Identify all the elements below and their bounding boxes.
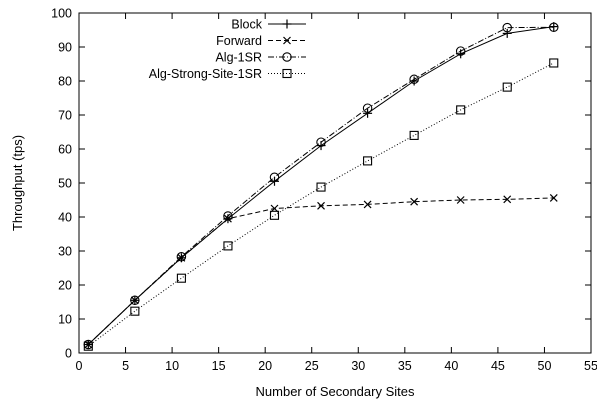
x-tick-label: 15 xyxy=(212,359,226,373)
data-point-alg-1sr xyxy=(223,211,233,221)
data-point-forward xyxy=(549,194,558,202)
axis-ticks: 0 5 10 15 20 25 30 35 40 45 50 55 0 10 20 30 40 50 60 70 80 9… xyxy=(51,7,597,374)
data-point-forward xyxy=(317,201,325,210)
data-point-alg-1sr xyxy=(455,46,466,56)
series-line-forward xyxy=(87,197,554,345)
data-point-alg-strong-site-1sr xyxy=(83,341,93,351)
y-tick-label: 10 xyxy=(58,313,72,327)
y-tick-label: 80 xyxy=(58,75,72,89)
x-tick-label: 5 xyxy=(122,359,129,373)
y-tick-label: 100 xyxy=(51,7,72,21)
data-point-forward xyxy=(410,197,419,206)
x-tick-label: 35 xyxy=(398,359,412,373)
series-forward xyxy=(84,194,558,349)
data-point-alg-strong-site-1sr xyxy=(502,82,512,92)
data-point-forward xyxy=(456,196,465,204)
x-tick-label: 25 xyxy=(305,359,319,373)
legend-item-alg-strong-site-1sr: Alg-Strong-Site-1SR xyxy=(149,67,306,81)
data-point-block xyxy=(363,108,373,118)
legend-marker xyxy=(282,68,292,79)
series-line-alg-strong-site-1sr xyxy=(88,62,554,347)
data-point-alg-strong-site-1sr xyxy=(363,156,373,166)
data-point-alg-1sr xyxy=(316,137,326,147)
data-point-forward xyxy=(503,195,512,204)
legend-item-forward: Forward xyxy=(216,34,306,48)
data-point-block xyxy=(502,28,512,38)
legend: Block Forward Alg-1SR Alg-Strong-Site-1SR xyxy=(149,18,306,81)
data-point-alg-strong-site-1sr xyxy=(269,210,280,220)
legend-item-block: Block xyxy=(231,18,306,32)
series-alg-strong-site-1sr xyxy=(83,58,559,351)
y-tick-label: 20 xyxy=(58,279,72,293)
data-point-alg-1sr xyxy=(362,103,373,113)
y-tick-label: 30 xyxy=(58,245,72,259)
data-point-block xyxy=(409,76,419,86)
data-point-alg-strong-site-1sr xyxy=(456,105,466,115)
y-tick-label: 70 xyxy=(58,109,72,123)
legend-marker xyxy=(282,19,292,29)
y-tick-label: 90 xyxy=(58,41,72,55)
legend-label: Alg-Strong-Site-1SR xyxy=(149,67,262,81)
data-point-forward xyxy=(224,214,232,223)
legend-label: Forward xyxy=(216,34,262,48)
data-point-alg-strong-site-1sr xyxy=(223,241,233,251)
data-point-alg-1sr xyxy=(549,22,559,33)
data-point-alg-strong-site-1sr xyxy=(130,306,140,316)
data-point-alg-1sr xyxy=(269,172,280,182)
x-tick-label: 45 xyxy=(491,359,505,373)
x-axis-title: Number of Secondary Sites xyxy=(256,384,415,399)
data-point-alg-1sr xyxy=(176,252,187,262)
x-tick-label: 30 xyxy=(351,359,365,373)
data-point-alg-strong-site-1sr xyxy=(316,182,326,192)
data-point-forward xyxy=(363,200,372,209)
y-tick-label: 50 xyxy=(58,177,72,191)
legend-marker xyxy=(283,36,291,45)
series-line-alg-1sr xyxy=(87,26,554,345)
x-tick-label: 50 xyxy=(538,359,552,373)
y-tick-label: 0 xyxy=(65,347,72,361)
y-tick-label: 40 xyxy=(58,211,72,225)
x-tick-label: 40 xyxy=(444,359,458,373)
x-tick-label: 20 xyxy=(258,359,272,373)
x-tick-label: 0 xyxy=(76,359,83,373)
x-tick-label: 55 xyxy=(584,359,597,373)
legend-marker xyxy=(282,52,292,62)
data-point-alg-1sr xyxy=(130,295,140,306)
data-point-alg-1sr xyxy=(409,74,419,85)
series-alg-1sr xyxy=(83,22,559,350)
data-point-alg-strong-site-1sr xyxy=(176,273,186,283)
x-tick-label: 10 xyxy=(165,359,179,373)
y-tick-label: 60 xyxy=(58,143,72,157)
legend-label: Block xyxy=(231,18,262,32)
data-point-alg-strong-site-1sr xyxy=(549,58,559,68)
data-point-alg-1sr xyxy=(502,22,512,33)
legend-item-alg-1sr: Alg-1SR xyxy=(215,51,306,65)
legend-label: Alg-1SR xyxy=(215,51,262,65)
series-layer xyxy=(83,22,559,351)
data-point-alg-strong-site-1sr xyxy=(409,130,419,140)
plot-frame xyxy=(78,12,592,354)
y-axis-title: Throughput (tps) xyxy=(10,135,25,231)
